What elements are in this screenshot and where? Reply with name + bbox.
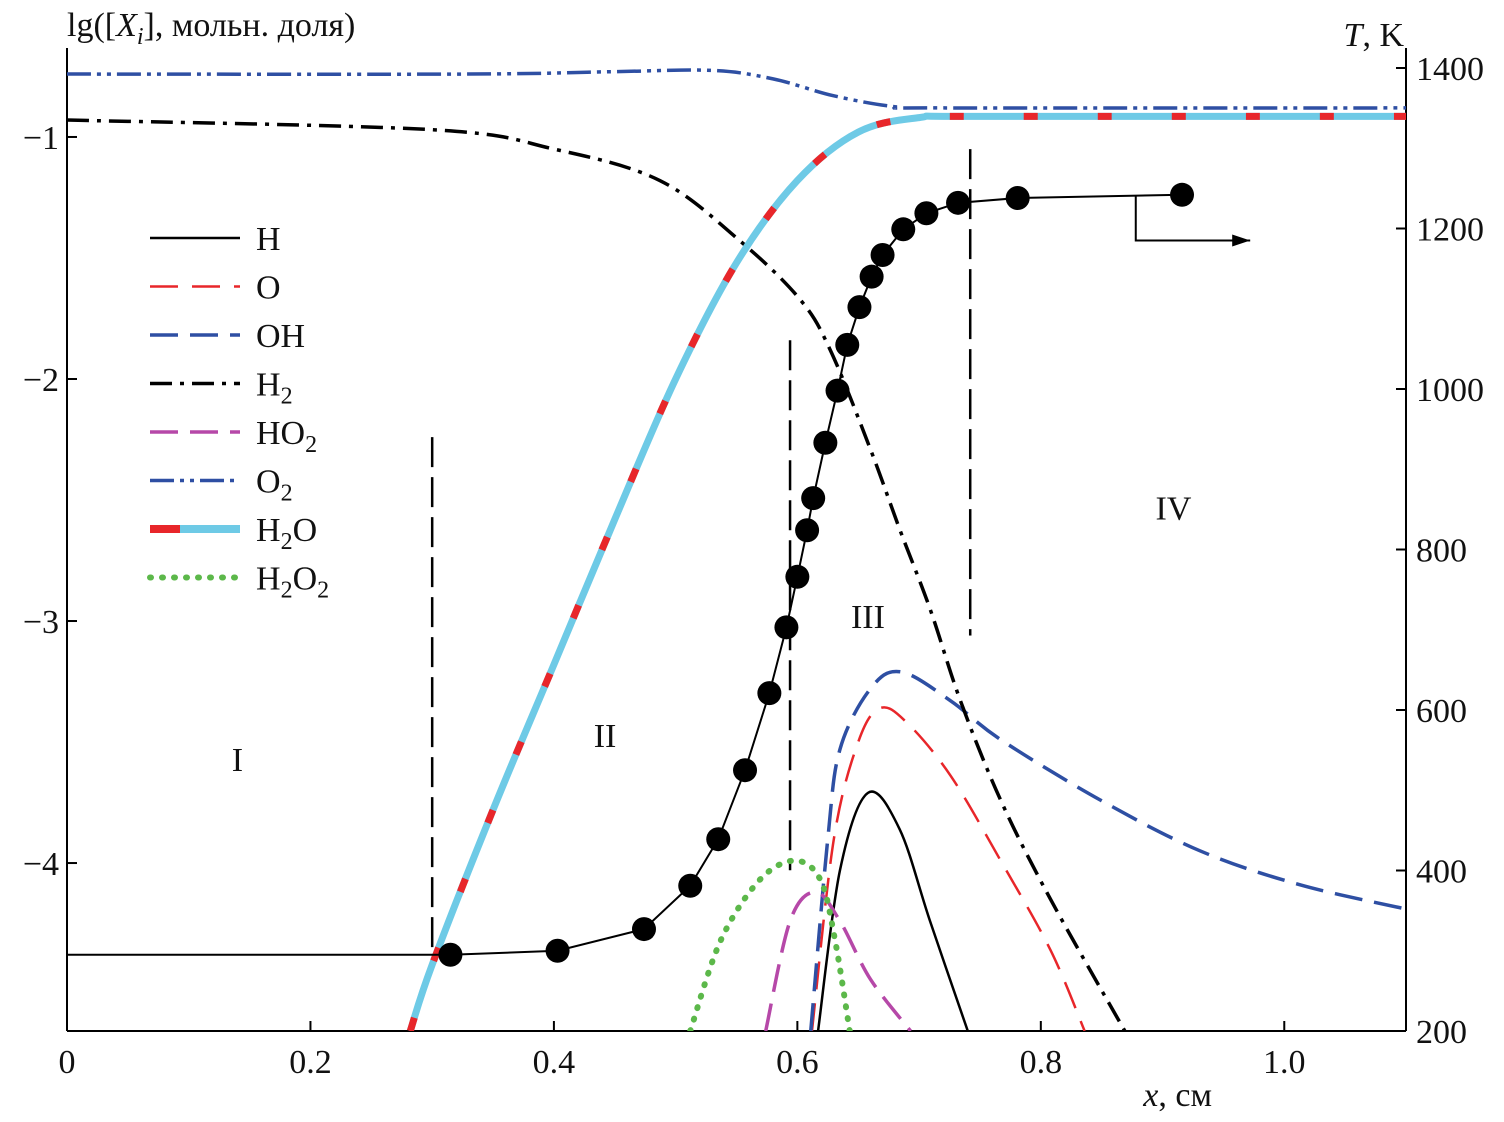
legend-label-H2O-part: H (256, 512, 281, 549)
temperature-marker (706, 827, 731, 852)
temperature-marker (946, 190, 971, 215)
temperature-marker (785, 564, 810, 589)
temperature-marker (859, 264, 884, 289)
series-line-H2O (406, 112, 1406, 1031)
x-tick-label: 0.8 (1020, 1044, 1063, 1081)
legend-label-H-part: H (256, 221, 281, 258)
zone-label: IV (1156, 490, 1192, 527)
y-right-tick-label: 1200 (1416, 212, 1484, 249)
temperature-marker (545, 938, 570, 963)
y-right-label-part: T (1344, 17, 1365, 54)
legend-label-H2-part: 2 (281, 384, 293, 410)
legend-label-H2O: H2O (256, 512, 317, 555)
y-right-tick-label: 200 (1416, 1014, 1467, 1051)
y-left-label-part: lg([ (67, 7, 116, 44)
legend-label-OH-part: OH (256, 318, 305, 355)
temperature-marker (813, 430, 838, 455)
legend-label-O2-part: 2 (281, 481, 293, 507)
x-tick-label: 0.6 (776, 1044, 819, 1081)
legend-label-H2O2-part: O (293, 561, 318, 598)
legend-label-H2O2-part: H (256, 561, 281, 598)
x-tick-label: 1.0 (1263, 1044, 1306, 1081)
temperature-marker (914, 201, 939, 226)
y-right-tick-label: 1400 (1416, 51, 1484, 88)
right-axis-arrow (1134, 196, 1251, 242)
y-right-label-part: , K (1362, 17, 1404, 54)
temperature-marker (631, 917, 656, 942)
legend-label-O: O (256, 270, 281, 307)
series-line-H (816, 790, 969, 1031)
series-line-O (810, 706, 1086, 1031)
y-right-label: T, K (1344, 17, 1405, 54)
y-left-tick-label: −1 (23, 120, 59, 157)
zone-label: I (232, 742, 243, 779)
temperature-marker (825, 378, 850, 403)
temperature-marker (438, 942, 463, 967)
series-line-H2 (67, 118, 1127, 1031)
y-right-tick-label: 400 (1416, 854, 1467, 891)
legend-label-H2O-part: 2 (281, 529, 293, 555)
y-left-tick-label: −2 (23, 362, 59, 399)
y-right-tick-label: 800 (1416, 533, 1467, 570)
legend-label-H2-part: H (256, 367, 281, 404)
x-tick-label: 0 (59, 1044, 76, 1081)
zone-label: III (851, 599, 885, 636)
legend-label-O2: O2 (256, 464, 293, 507)
legend-label-H2O-part: O (293, 512, 318, 549)
x-axis-label: x, см (1142, 1077, 1212, 1114)
legend-label-H2: H2 (256, 367, 293, 410)
x-tick-label: 0.4 (533, 1044, 576, 1081)
temperature-marker (870, 242, 895, 267)
temperature-marker (1005, 186, 1030, 211)
temperature-marker (1170, 182, 1195, 207)
legend-label-HO2: HO2 (256, 415, 317, 458)
temperature-marker (733, 758, 758, 783)
x-tick-label: 0.2 (289, 1044, 332, 1081)
arrow-head (1232, 234, 1251, 247)
legend-label-H2O2-part: 2 (281, 578, 293, 604)
temperature-marker (801, 486, 826, 511)
y-right-tick-label: 1000 (1416, 372, 1484, 409)
y-left-tick-label: −3 (23, 604, 59, 641)
legend-label-OH: OH (256, 318, 305, 355)
legend-label-H2O2-part: 2 (317, 578, 329, 604)
temperature-marker (795, 518, 820, 543)
y-left-label: lg([Xi], мольн. доля) (67, 7, 355, 50)
temperature-marker (835, 332, 860, 357)
legend-label-H: H (256, 221, 281, 258)
y-left-label-part: X (114, 7, 138, 44)
legend-label-HO2-part: HO (256, 415, 305, 452)
series-line-H2O-overlay (406, 112, 1406, 1031)
series-line-H2O2 (687, 857, 853, 1031)
temperature-marker (891, 217, 916, 242)
series-line-OH (809, 669, 1406, 1031)
temperature-marker (757, 681, 782, 706)
legend-label-HO2-part: 2 (305, 432, 317, 458)
x-axis-label-part: x (1142, 1077, 1158, 1114)
temperature-marker (847, 295, 872, 320)
y-left-label-part: i (137, 24, 144, 50)
y-left-label-part: ], мольн. доля) (144, 7, 356, 44)
zone-label: II (594, 718, 617, 755)
legend-label-H2O2: H2O2 (256, 561, 329, 604)
series-line-O2 (67, 68, 1406, 110)
temperature-marker (678, 873, 703, 898)
legend-label-O-part: O (256, 270, 281, 307)
series-group (67, 68, 1406, 1031)
y-left-tick-label: −4 (23, 846, 59, 883)
legend-label-O2-part: O (256, 464, 281, 501)
x-axis-label-part: , см (1158, 1077, 1212, 1114)
temperature-marker (774, 615, 799, 640)
y-right-tick-label: 600 (1416, 693, 1467, 730)
